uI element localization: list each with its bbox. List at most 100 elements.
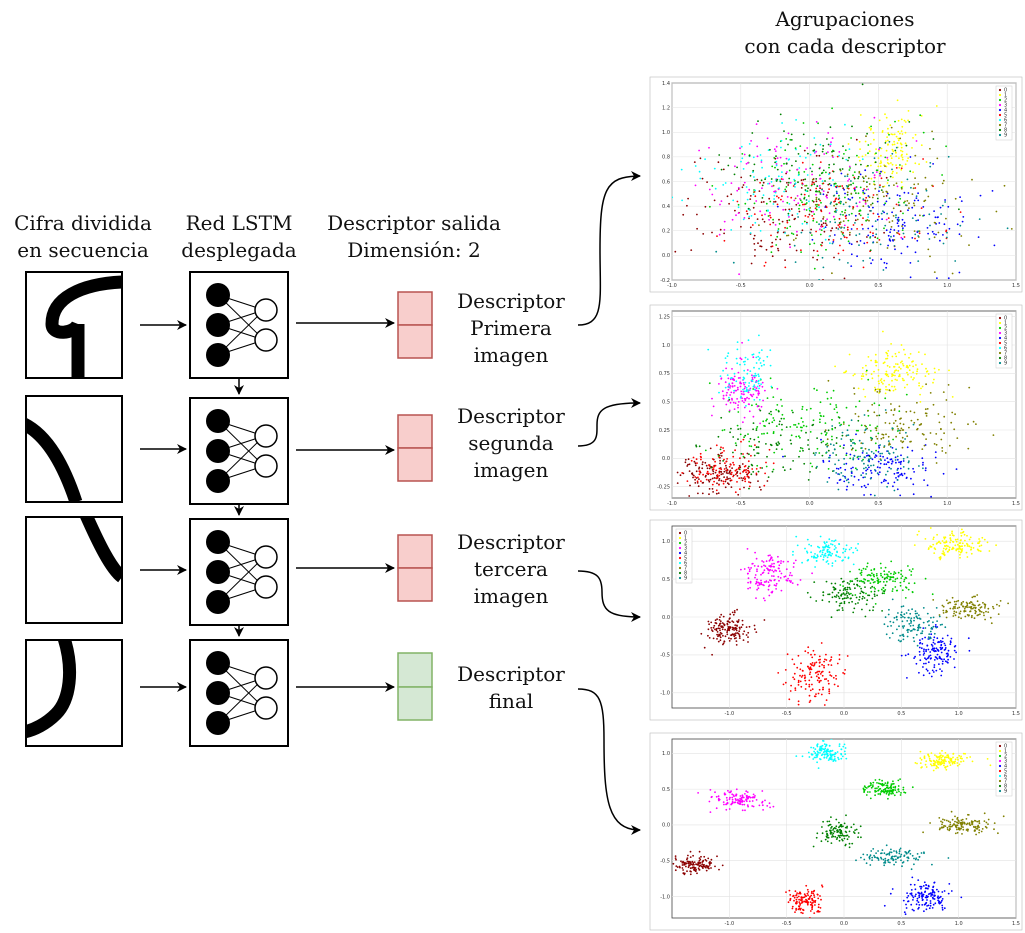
scatter-point <box>876 425 879 428</box>
scatter-point <box>755 381 757 383</box>
scatter-point <box>896 589 899 592</box>
scatter-point <box>880 177 883 180</box>
scatter-point <box>898 351 900 354</box>
scatter-point <box>742 382 745 384</box>
scatter-point <box>844 588 847 591</box>
scatter-point <box>992 605 994 608</box>
scatter-point <box>825 248 827 251</box>
scatter-point <box>786 201 789 204</box>
scatter-point <box>949 656 952 658</box>
scatter-point <box>737 187 740 189</box>
scatter-point <box>890 126 893 129</box>
scatter-point <box>887 797 889 800</box>
scatter-point <box>908 369 911 372</box>
scatter-point <box>796 666 799 669</box>
scatter-point <box>830 664 833 666</box>
scatter-point <box>830 184 832 187</box>
scatter-point <box>904 225 906 227</box>
scatter-point <box>753 176 755 178</box>
scatter-point <box>798 210 801 213</box>
scatter-point <box>907 157 909 160</box>
scatter-point <box>837 555 840 558</box>
scatter-point <box>679 474 682 477</box>
scatter-point <box>838 654 841 656</box>
scatter-point <box>941 670 943 673</box>
scatter-point <box>867 164 869 167</box>
scatter-point <box>743 217 746 219</box>
scatter-point <box>904 121 907 123</box>
series-0 <box>672 850 724 876</box>
scatter-point <box>886 136 888 139</box>
scatter-point <box>886 158 889 161</box>
scatter-point <box>876 193 878 196</box>
scatter-point <box>893 239 896 241</box>
scatter-point <box>884 422 887 424</box>
scatter-point <box>792 676 794 679</box>
scatter-point <box>801 222 804 225</box>
scatter-point <box>899 164 901 166</box>
scatter-point <box>815 178 818 180</box>
scatter-point <box>886 388 889 391</box>
scatter-point <box>788 219 791 222</box>
legend-marker <box>998 113 1002 117</box>
scatter-point <box>812 423 815 426</box>
scatter-point <box>794 186 796 188</box>
scatter-point <box>903 201 905 204</box>
scatter-point <box>892 239 894 241</box>
scatter-point <box>843 743 846 746</box>
scatter-point <box>720 625 722 628</box>
scatter-point <box>697 485 700 488</box>
scatter-point <box>865 369 868 372</box>
scatter-point <box>737 406 739 409</box>
scatter-point <box>913 377 915 379</box>
scatter-point <box>948 883 951 885</box>
scatter-point <box>960 603 963 606</box>
scatter-point <box>860 580 863 582</box>
scatter-point <box>706 470 709 473</box>
scatter-point <box>945 766 947 768</box>
scatter-point <box>954 260 957 262</box>
scatter-point <box>939 761 942 764</box>
scatter-point <box>875 449 877 452</box>
scatter-point <box>873 180 875 183</box>
scatter-point <box>752 393 755 396</box>
scatter-point <box>906 245 909 248</box>
scatter-point <box>720 452 722 455</box>
scatter-point <box>906 620 909 622</box>
x-tick-label: -0.5 <box>736 283 746 289</box>
scatter-point <box>743 476 746 478</box>
scatter-point <box>883 445 886 447</box>
scatter-point <box>825 152 828 155</box>
scatter-point <box>906 896 909 899</box>
scatter-point <box>795 909 797 911</box>
scatter-point <box>828 538 831 541</box>
scatter-point <box>870 472 873 474</box>
scatter-point <box>881 592 884 595</box>
scatter-point <box>847 185 849 188</box>
scatter-point <box>772 203 775 205</box>
scatter-point <box>844 550 847 553</box>
scatter-point <box>926 484 929 487</box>
scatter-point <box>896 479 899 481</box>
scatter-point <box>819 907 822 909</box>
scatter-point <box>819 143 822 146</box>
scatter-point <box>852 174 854 177</box>
scatter-point <box>827 429 830 432</box>
scatter-point <box>784 455 786 458</box>
scatter-point <box>838 185 840 188</box>
scatter-point <box>831 540 833 542</box>
scatter-point <box>865 135 867 138</box>
scatter-point <box>811 688 814 691</box>
scatter-point <box>937 413 940 415</box>
scatter-point <box>856 154 858 157</box>
scatter-point <box>913 617 916 619</box>
scatter-point <box>689 850 692 853</box>
scatter-point <box>857 177 859 180</box>
scatter-point <box>859 197 861 199</box>
scatter-plot-1: -1.0 -0.5 0.0 0.5 1.0 1.5-0.20.00.20.40.60.81… <box>649 76 1023 293</box>
scatter-point <box>890 154 892 157</box>
scatter-point <box>876 361 878 364</box>
scatter-point <box>739 472 742 475</box>
scatter-point <box>914 187 917 189</box>
scatter-point <box>808 679 811 682</box>
